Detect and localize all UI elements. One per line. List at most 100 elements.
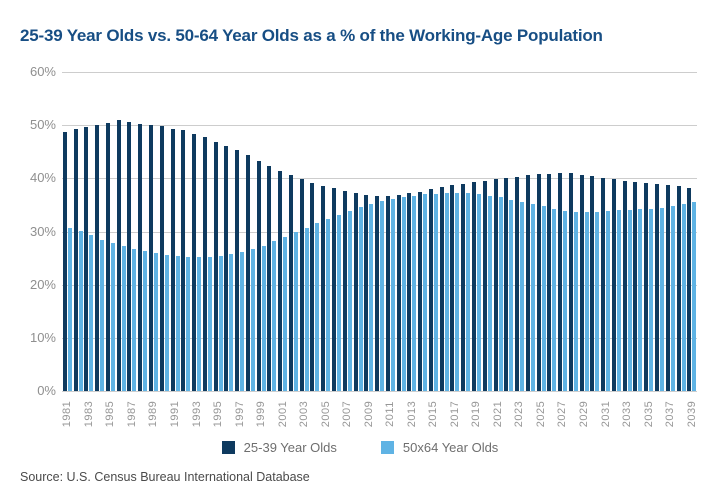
bar-50-64 (229, 254, 234, 391)
bar-50-64 (563, 210, 568, 391)
bar-50-64 (293, 232, 298, 391)
bar-group (525, 72, 536, 391)
bar-50-64 (584, 212, 589, 391)
bar-50-64 (530, 203, 535, 391)
x-axis-tick-label: 2031 (599, 400, 612, 428)
bar-group (374, 72, 385, 391)
legend-item: 25-39 Year Olds (221, 440, 337, 455)
bar-group (73, 72, 84, 391)
bar-group (353, 72, 364, 391)
bar-50-64 (670, 205, 675, 391)
bar-group (159, 72, 170, 391)
gridline (62, 178, 697, 180)
bar-25-39 (644, 182, 649, 391)
bar-group (191, 72, 202, 391)
bar-50-64 (627, 210, 632, 391)
bar-25-39 (138, 123, 143, 391)
bar-group (557, 72, 568, 391)
x-axis-tick-label: 1995 (212, 400, 225, 428)
x-axis-tick-label: 2027 (556, 400, 569, 428)
bar-25-39 (267, 165, 272, 391)
bar-25-39 (471, 182, 476, 391)
bar-50-64 (595, 211, 600, 391)
bar-50-64 (444, 193, 449, 391)
bar-group (600, 72, 611, 391)
x-axis-tick-label: 2013 (405, 400, 418, 428)
y-axis-tick-label: 40% (29, 170, 56, 186)
bar-25-39 (654, 183, 659, 391)
bar-group (256, 72, 267, 391)
bar-50-64 (304, 227, 309, 391)
x-axis-tick-label: 2023 (513, 400, 526, 428)
legend-swatch (380, 441, 394, 454)
bar-25-39 (450, 185, 455, 391)
gridline (62, 284, 697, 286)
bar-50-64 (509, 199, 514, 391)
bar-50-64 (143, 251, 148, 391)
bar-50-64 (186, 257, 191, 391)
x-axis-tick-label: 2025 (534, 400, 547, 428)
bar-group (611, 72, 622, 391)
bar-50-64 (616, 210, 621, 391)
bar-50-64 (121, 246, 126, 391)
bar-25-39 (375, 195, 380, 391)
bar-50-64 (541, 205, 546, 391)
y-axis-tick-label: 50% (29, 117, 56, 133)
bar-group (331, 72, 342, 391)
bar-25-39 (590, 175, 595, 391)
bar-25-39 (332, 188, 337, 391)
gridline (62, 72, 697, 73)
x-axis-tick-label: 2003 (298, 400, 311, 428)
bar-group (299, 72, 310, 391)
bar-50-64 (315, 223, 320, 391)
bar-25-39 (235, 150, 240, 391)
x-axis-tick-label: 1989 (147, 400, 160, 428)
bar-25-39 (547, 173, 552, 391)
bar-group (493, 72, 504, 391)
bar-25-39 (73, 128, 78, 391)
bar-25-39 (105, 123, 110, 391)
bar-group (654, 72, 665, 391)
bar-group (439, 72, 450, 391)
x-axis-tick-label: 2029 (577, 400, 590, 428)
bar-group (590, 72, 601, 391)
x-axis-tick-label: 2017 (448, 400, 461, 428)
bar-25-39 (62, 132, 67, 391)
x-axis-tick-label: 1999 (255, 400, 268, 428)
bar-group (245, 72, 256, 391)
gridline (62, 231, 697, 233)
bars-layer (62, 72, 697, 391)
bar-group (482, 72, 493, 391)
bar-50-64 (552, 208, 557, 391)
bar-25-39 (428, 188, 433, 391)
bar-50-64 (390, 199, 395, 391)
bar-25-39 (385, 195, 390, 391)
bar-25-39 (342, 190, 347, 391)
bar-group (385, 72, 396, 391)
bar-50-64 (455, 192, 460, 391)
x-axis-tick-label: 2011 (384, 401, 397, 427)
bar-group (417, 72, 428, 391)
bar-group (127, 72, 138, 391)
bar-50-64 (487, 195, 492, 391)
bar-group (213, 72, 224, 391)
bar-group (622, 72, 633, 391)
bar-group (267, 72, 278, 391)
bar-25-39 (202, 137, 207, 391)
x-axis-tick-label: 2005 (319, 400, 332, 428)
y-axis-tick-label: 20% (29, 276, 56, 292)
y-axis-tick-label: 0% (37, 383, 56, 398)
bar-50-64 (681, 203, 686, 391)
bar-25-39 (181, 130, 186, 391)
bar-25-39 (601, 177, 606, 391)
bar-group (363, 72, 374, 391)
x-axis-tick-label: 1987 (125, 400, 138, 428)
gridline (62, 391, 697, 392)
bar-50-64 (659, 207, 664, 391)
x-axis-tick-label: 2015 (427, 400, 440, 428)
bar-group (148, 72, 159, 391)
bar-group (223, 72, 234, 391)
bar-50-64 (466, 193, 471, 391)
legend-label: 50x64 Year Olds (402, 440, 499, 455)
bar-group (633, 72, 644, 391)
